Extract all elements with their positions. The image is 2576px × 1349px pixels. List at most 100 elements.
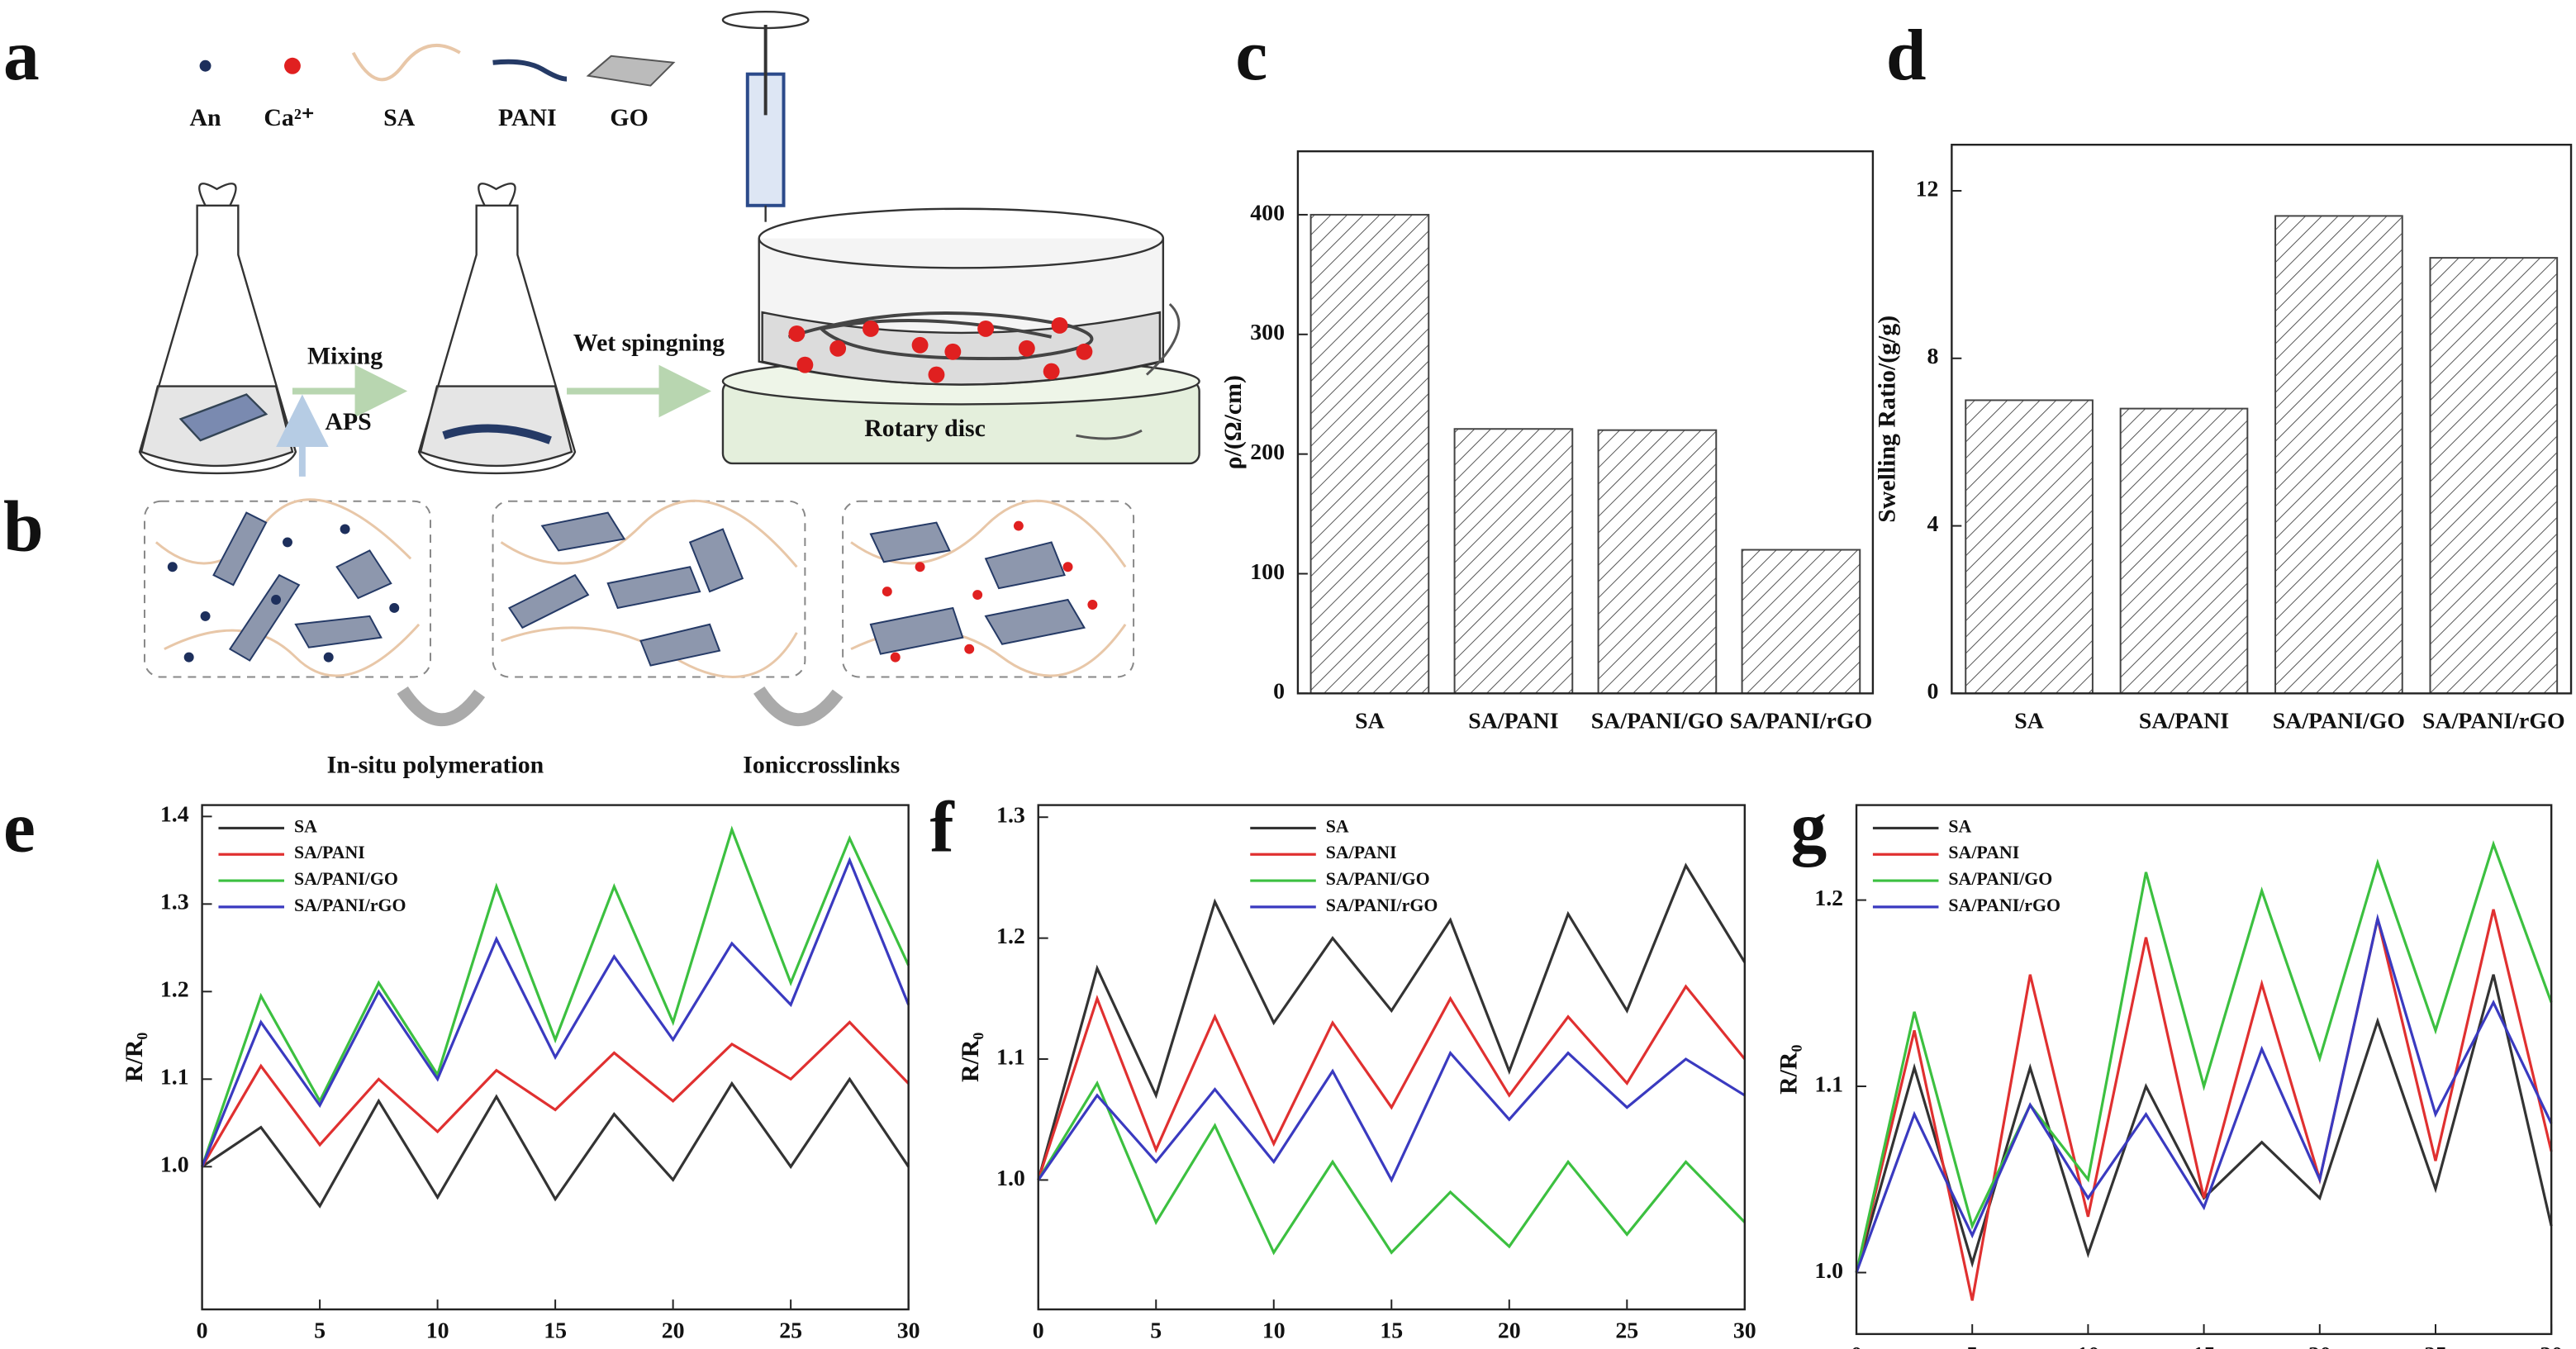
x-tick-label: 0: [197, 1318, 208, 1343]
legend-label: SA: [1326, 816, 1349, 836]
x-tick-label: SA/PANI: [1468, 709, 1558, 734]
y-tick-label: 1.0: [996, 1166, 1025, 1191]
line-series: [1037, 1080, 1746, 1256]
panel-label: c: [1235, 15, 1267, 95]
x-tick-label: 5: [1150, 1318, 1162, 1343]
y-tick-label: 0: [1273, 679, 1285, 705]
y-tick-label: 1.3: [160, 890, 189, 915]
y-axis-label: R/R₀: [121, 1033, 148, 1082]
x-tick-label: 15: [544, 1318, 567, 1343]
x-tick-label: SA/PANI: [2139, 709, 2229, 734]
bar: [1597, 429, 1718, 695]
x-tick-label: 10: [426, 1318, 449, 1343]
x-tick-label: 30: [2540, 1342, 2563, 1349]
x-tick-label: 20: [2308, 1342, 2331, 1349]
process-arrow: [397, 686, 486, 727]
icon-sa: [351, 43, 461, 82]
y-tick-label: 400: [1250, 200, 1285, 226]
y-axis-label: ρ/(Ω/cm): [1219, 375, 1247, 469]
plot-frame: [201, 804, 910, 1311]
plot-frame: [1296, 150, 1875, 695]
x-tick-label: SA/PANI/GO: [1591, 709, 1723, 734]
x-axis-label: Time (s): [1348, 1347, 1435, 1349]
x-tick-label: SA/PANI/rGO: [2422, 709, 2565, 734]
x-tick-label: SA/PANI/rGO: [1730, 709, 1873, 734]
bar: [1741, 549, 1861, 695]
panel-label: e: [3, 786, 36, 867]
line-series: [1855, 839, 2553, 1273]
step-label: Mixing: [307, 343, 383, 370]
ca-ions: [788, 316, 1093, 383]
process-label: In-situ polymeration: [327, 752, 544, 779]
diagram: a b An Ca²⁺ SA PANI GO Mixing APS Wet sp…: [3, 10, 1200, 779]
y-tick-label: 1.0: [1814, 1258, 1843, 1284]
y-axis-label: Swelling Ratio/(g/g): [1874, 316, 1901, 523]
y-axis-label: R/R₀: [957, 1033, 984, 1082]
x-tick-label: 15: [2193, 1342, 2216, 1349]
x-tick-label: SA/PANI/GO: [2273, 709, 2405, 734]
bar: [1965, 399, 2094, 695]
legend-label: SA: [1948, 816, 1971, 836]
y-tick-label: 1.2: [160, 977, 189, 1003]
y-axis-label: R/R₀: [1775, 1045, 1802, 1095]
bar: [1309, 213, 1430, 695]
go-sheets: [212, 511, 1086, 667]
x-tick-label: 10: [1262, 1318, 1286, 1343]
line-series: [201, 1076, 910, 1209]
legend-label: SA: [294, 816, 317, 836]
legend-label: SA/PANI/rGO: [1948, 895, 2060, 915]
y-tick-label: 200: [1250, 439, 1285, 465]
y-tick-label: 300: [1250, 320, 1285, 345]
x-tick-label: 10: [2076, 1342, 2099, 1349]
bar: [2119, 407, 2249, 695]
legend-label: PANI: [498, 104, 557, 131]
ca-ions: [882, 520, 1098, 663]
panel-label: a: [3, 15, 40, 95]
step-label: APS: [325, 408, 371, 435]
y-tick-label: 4: [1927, 511, 1939, 537]
legend-label: Ca²⁺: [264, 104, 314, 131]
x-tick-label: 0: [1033, 1318, 1044, 1343]
x-tick-label: 0: [1851, 1342, 1862, 1349]
x-axis-label: Time (s): [512, 1347, 599, 1349]
spinning-setup: [721, 10, 1200, 465]
an-monomers: [167, 524, 400, 663]
icon-ca: [284, 57, 301, 74]
x-tick-label: 20: [1498, 1318, 1521, 1343]
y-tick-label: 1.2: [1814, 886, 1843, 911]
line-series: [201, 857, 910, 1167]
process-arrow: [753, 686, 844, 727]
x-tick-label: 5: [314, 1318, 326, 1343]
line-series: [1037, 1050, 1746, 1183]
panel-label: b: [3, 487, 44, 567]
x-tick-label: 15: [1380, 1318, 1403, 1343]
legend-label: SA/PANI: [1948, 843, 2019, 862]
x-tick-label: SA: [1355, 709, 1385, 734]
legend-label: SA/PANI: [294, 843, 365, 862]
line-series: [1037, 984, 1747, 1180]
panel-label: f: [930, 786, 955, 867]
icon-an: [199, 59, 211, 72]
y-tick-label: 12: [1916, 176, 1939, 202]
y-tick-label: 8: [1927, 344, 1939, 369]
x-tick-label: 25: [2424, 1342, 2447, 1349]
bar: [2274, 215, 2403, 695]
plot-frame: [1037, 804, 1747, 1311]
y-tick-label: 1.3: [996, 803, 1025, 829]
bar: [1453, 428, 1574, 695]
legend-label: SA/PANI/rGO: [1326, 895, 1438, 915]
plot-frame: [1855, 804, 2553, 1336]
x-tick-label: 20: [662, 1318, 685, 1343]
line-series: [201, 825, 910, 1167]
process-label: Ioniccrosslinks: [743, 752, 900, 779]
rotation-arrow: [1145, 303, 1181, 376]
line-series: [1855, 974, 2553, 1273]
plot-frame: [1951, 144, 2573, 695]
icon-go: [586, 55, 676, 87]
y-tick-label: 1.0: [160, 1152, 189, 1178]
legend-label: SA: [383, 104, 416, 131]
bar: [2429, 257, 2559, 695]
rotation-arrow: [1076, 429, 1143, 440]
